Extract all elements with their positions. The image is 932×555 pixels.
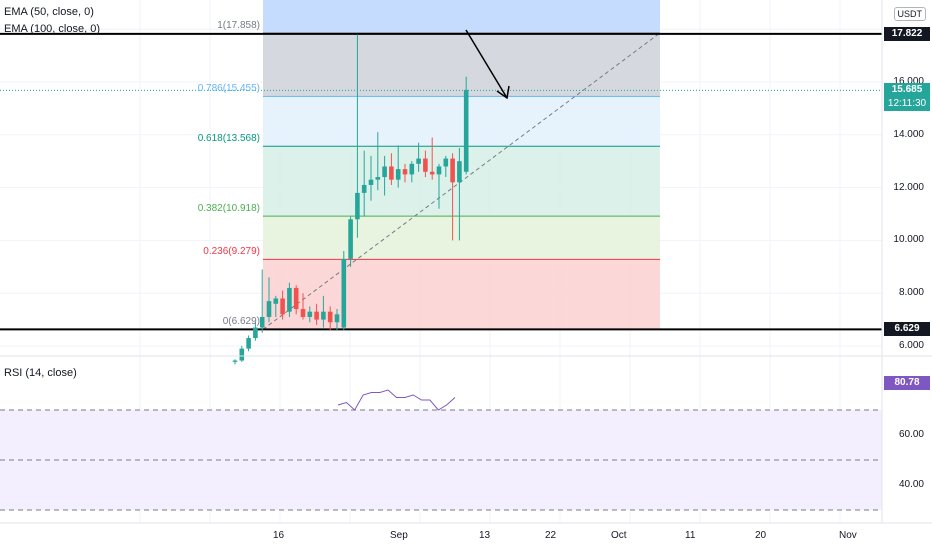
countdown-tag: 12:11:30 [884, 97, 930, 112]
fib-level-label: 0.618(13.568) [197, 133, 260, 145]
candle-body [259, 316, 265, 328]
candle-body [389, 166, 394, 180]
fib-zone [263, 32, 660, 97]
ema100-legend[interactable]: EMA (100, close, 0) [4, 23, 100, 35]
fib-level-label: 0.236(9.279) [203, 246, 260, 258]
candle-body [423, 158, 428, 172]
rsi-line [337, 389, 456, 411]
rsi-legend[interactable]: RSI (14, close) [4, 367, 77, 379]
candle-body [334, 314, 340, 323]
level-price-tag: 17.822 [884, 26, 930, 41]
candle-body [457, 161, 462, 183]
fib-zone [263, 216, 660, 260]
price-axis-tick: 10.000 [893, 234, 924, 246]
candle-body [402, 169, 408, 175]
price-axis-tick: 6.000 [898, 340, 924, 351]
arrow-line [465, 29, 508, 99]
arrow-head [496, 85, 510, 100]
rsi-axis-tick: 40.00 [898, 479, 924, 490]
candle-body [273, 298, 279, 304]
candle-body [293, 287, 299, 310]
candle-body [436, 166, 442, 175]
currency-label[interactable]: USDT [893, 7, 926, 21]
time-axis-tick: 13 [479, 530, 491, 541]
price-axis-tick: 12.000 [893, 181, 924, 193]
candle-body [280, 298, 285, 315]
candle-body [395, 169, 401, 180]
time-axis-tick: Nov [839, 530, 857, 541]
candle-body [375, 177, 381, 180]
candle-body [416, 158, 421, 164]
candle-body [246, 338, 251, 349]
price-axis-tick: 14.000 [893, 128, 924, 140]
fib-level-label: 0(6.629) [222, 316, 260, 328]
time-axis-tick: 11 [685, 530, 696, 541]
candle-body [327, 311, 333, 323]
candle-body [239, 348, 245, 361]
candle-body [341, 258, 347, 328]
candle-body [450, 158, 455, 183]
candle-body [287, 287, 292, 312]
rsi-value-tag: 80.78 [884, 376, 930, 391]
candle-body [300, 309, 306, 317]
time-axis-tick: 22 [545, 530, 557, 541]
candle-body [321, 311, 326, 320]
fib-zone [263, 96, 660, 147]
candle-body [253, 327, 258, 339]
price-axis-tick: 16.000 [893, 76, 924, 87]
price-axis-tick: 8.000 [898, 287, 924, 299]
ema50-legend[interactable]: EMA (50, close, 0) [4, 6, 94, 18]
time-axis-tick: 16 [273, 530, 285, 541]
fib-level-label: 0.786(15.455) [197, 83, 260, 95]
candle-body [361, 184, 367, 193]
candle-body [409, 163, 415, 175]
time-axis-tick: 20 [755, 530, 767, 541]
fib-level-label: 0.382(10.918) [197, 203, 260, 215]
candle-body [355, 192, 360, 220]
candle-body [348, 219, 353, 259]
candle-body [443, 158, 449, 167]
candle-body [307, 311, 313, 317]
candle-body [314, 311, 319, 320]
candle-body [463, 89, 469, 172]
candle-body [232, 360, 238, 362]
last-price-tag: 15.685 [884, 83, 930, 98]
fib-level-label: 1(17.858) [217, 19, 260, 31]
rsi-axis-tick: 60.00 [898, 429, 924, 440]
candle-body [266, 301, 272, 317]
time-axis-tick: Oct [611, 530, 627, 541]
level-price-tag: 6.629 [884, 322, 930, 337]
candle-body [382, 166, 387, 178]
candle-body [429, 171, 435, 175]
candle-body [368, 179, 374, 185]
fib-top-band [263, 0, 660, 33]
time-axis-tick: Sep [390, 530, 408, 541]
